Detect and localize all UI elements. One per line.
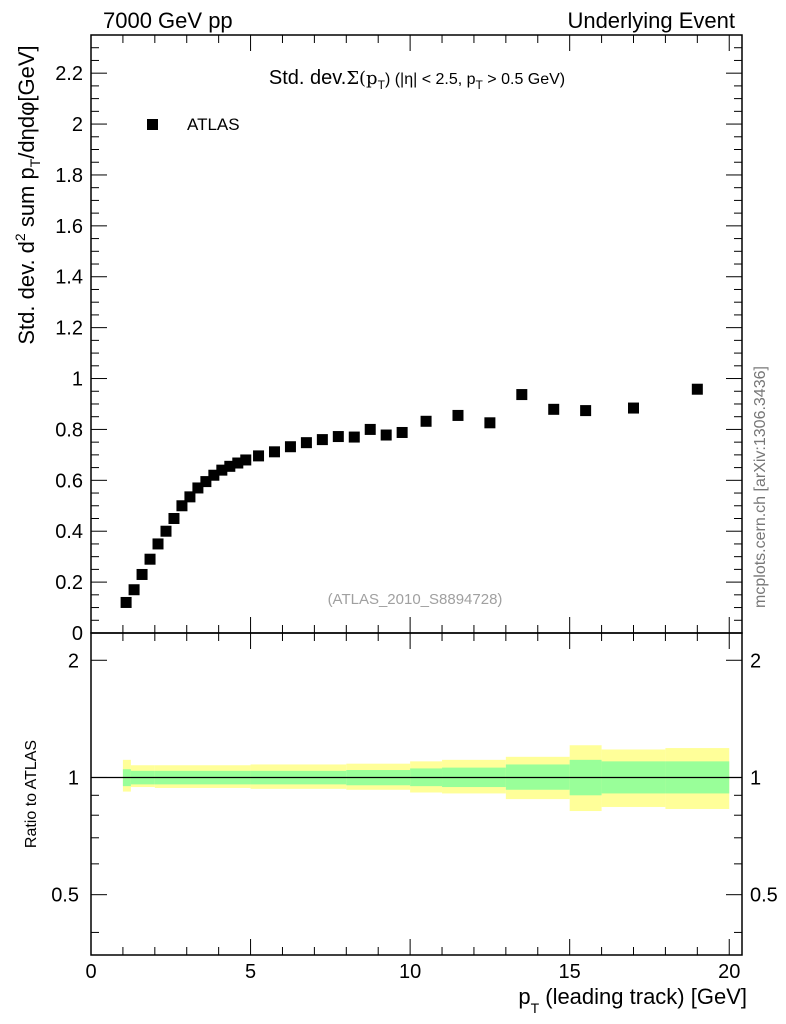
data-point: [420, 415, 432, 427]
xlabel-sub: T: [531, 1000, 540, 1016]
x-tick-label: 5: [245, 961, 256, 983]
data-point: [120, 596, 132, 608]
title-cut-end: > 0.5 GeV): [483, 71, 565, 88]
xlabel-a: p: [518, 984, 530, 1009]
data-point: [216, 464, 228, 476]
data-point: [176, 500, 188, 512]
header-process-label: Underlying Event: [567, 8, 735, 33]
data-point: [144, 553, 156, 565]
main-y-tick-label: 0.2: [55, 572, 83, 594]
data-point: [380, 429, 392, 441]
main-y-axis-label: Std. dev. d2 sum pT/dηdφ[GeV]: [12, 45, 43, 344]
ratio-y-tick-label: 1: [68, 767, 79, 789]
data-point: [192, 482, 204, 494]
data-point: [200, 476, 212, 488]
x-tick-label: 20: [718, 961, 740, 983]
ratio-y-tick-labels: 0.5 0.5 1 1 2 2: [51, 650, 778, 906]
side-citation-text: mcplots.cern.ch [arXiv:1306.3436]: [752, 365, 769, 608]
main-y-tick-label: 0.8: [55, 419, 83, 441]
plot-title: Std. dev.Σ(pT) (|η| < 2.5, pT > 0.5 GeV): [269, 67, 565, 92]
main-y-tick-label: 0.6: [55, 470, 83, 492]
data-point: [168, 512, 180, 524]
title-cut-sub: T: [476, 78, 484, 92]
ratio-uncertainty-bands: [122, 745, 730, 812]
ratio-panel: 0.5 0.5 1 1 2 2 0 5 10 15 20 Ratio to ATLAS pT (l…: [23, 632, 778, 1016]
x-tick-label: 0: [85, 961, 96, 983]
legend-label: ATLAS: [187, 115, 240, 134]
main-y-tick-labels: 0 0.2 0.4 0.6 0.8 1 1.2 1.4 1.6 1.8 2 2.2: [55, 63, 83, 645]
data-point: [208, 469, 220, 481]
main-y-tick-label: 1.6: [55, 216, 83, 238]
analysis-watermark: (ATLAS_2010_S8894728): [328, 591, 503, 608]
data-point: [316, 434, 328, 446]
data-point: [136, 568, 148, 580]
data-points: [120, 383, 703, 608]
ratio-y-tick-label-right: 1: [750, 767, 761, 789]
x-tick-label: 15: [559, 961, 581, 983]
ratio-y-tick-label-right: 2: [750, 650, 761, 672]
ratio-y-axis-label: Ratio to ATLAS: [23, 740, 40, 848]
ylabel-sup: 2: [12, 233, 28, 241]
title-sigma-sub: T: [378, 78, 386, 92]
data-point: [548, 403, 560, 415]
ratio-y-tick-label: 2: [68, 650, 79, 672]
x-tick-labels: 0 5 10 15 20: [85, 961, 740, 983]
main-y-tick-label: 1.4: [55, 267, 83, 289]
ratio-y-tick-label-right: 0.5: [750, 885, 778, 907]
title-cut: (|η| < 2.5, p: [390, 71, 475, 88]
data-point: [240, 454, 252, 466]
main-panel: 0 0.2 0.4 0.6 0.8 1 1.2 1.4 1.6 1.8 2 2.2 Std. dev.…: [12, 34, 743, 645]
data-point: [691, 383, 703, 395]
data-point: [253, 450, 265, 462]
main-y-tick-label: 1.8: [55, 165, 83, 187]
data-point: [484, 417, 496, 429]
data-point: [128, 584, 140, 596]
data-point: [364, 423, 376, 435]
title-main: Std. dev.: [269, 67, 346, 89]
ratio-axis-ticks: [90, 633, 742, 955]
data-point: [224, 460, 236, 472]
main-y-tick-label: 2: [72, 114, 83, 136]
data-point: [284, 441, 296, 453]
side-citation-label: mcplots.cern.ch [arXiv:1306.3436]: [746, 343, 776, 630]
data-point: [160, 525, 172, 537]
title-sigma-close: ): [385, 71, 390, 88]
main-y-tick-label: 0: [72, 623, 83, 645]
data-point: [580, 405, 592, 417]
data-point: [332, 431, 344, 443]
ylabel-a: Std. dev. d: [14, 241, 39, 345]
ylabel-sub: T: [27, 158, 43, 167]
ratio-y-tick-label: 0.5: [51, 885, 79, 907]
legend-marker: [147, 119, 158, 130]
main-y-tick-label: 1: [72, 369, 83, 391]
header-collision-label: 7000 GeV pp: [103, 8, 233, 33]
xlabel-b: (leading track) [GeV]: [539, 984, 747, 1009]
data-point: [628, 402, 639, 414]
data-point: [232, 457, 244, 469]
title-sigma: Σ(p: [346, 68, 377, 89]
data-point: [184, 491, 196, 503]
x-tick-label: 10: [399, 961, 421, 983]
main-y-tick-label: 1.2: [55, 318, 83, 340]
data-point: [396, 426, 408, 438]
main-y-tick-label: 2.2: [55, 63, 83, 85]
main-y-tick-label: 0.4: [55, 521, 83, 543]
ratio-plot-frame: [90, 632, 743, 956]
data-point: [268, 446, 280, 458]
data-point: [152, 538, 164, 550]
data-point: [300, 437, 312, 449]
ylabel-b: sum p: [14, 167, 39, 233]
data-point: [452, 409, 464, 421]
ylabel-c: /dηdφ[GeV]: [14, 45, 39, 158]
data-point: [516, 389, 528, 401]
data-point: [348, 431, 360, 443]
x-axis-label: pT (leading track) [GeV]: [518, 984, 747, 1016]
